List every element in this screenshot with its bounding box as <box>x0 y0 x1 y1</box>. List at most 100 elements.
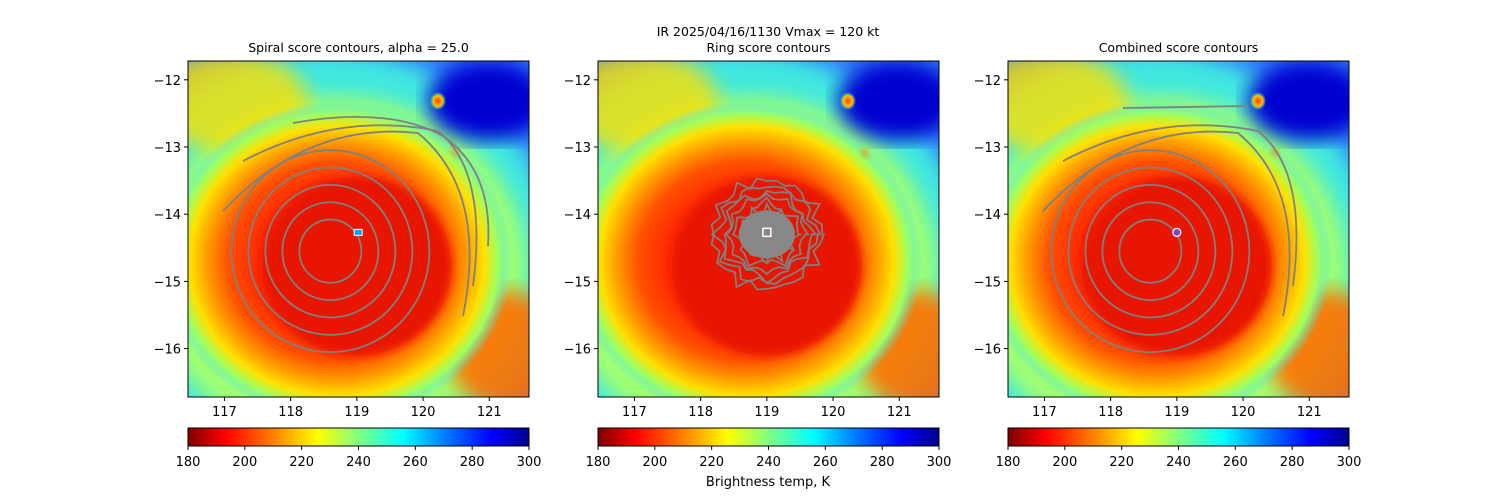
y-tick-label: −13 <box>564 141 591 156</box>
figure-title: IR 2025/04/16/1130 Vmax = 120 kt <box>657 24 880 39</box>
ir-image <box>1008 61 1349 397</box>
ir-image <box>598 61 939 397</box>
contour-ring <box>1084 183 1217 319</box>
center-marker-circle <box>1172 227 1182 237</box>
clear-sky <box>428 61 529 141</box>
y-tick-label: −12 <box>564 74 591 89</box>
colorbar <box>187 427 530 447</box>
x-tick-label: 121 <box>887 405 912 420</box>
y-tick-label: −12 <box>154 74 181 89</box>
colorbar-tick-label: 280 <box>1280 455 1305 470</box>
contour-arc <box>1062 124 1298 287</box>
contour-ring <box>1067 166 1234 336</box>
colorbar-tick-label: 180 <box>176 455 201 470</box>
contour-arc <box>1122 105 1249 109</box>
colorbar-tick-label: 220 <box>1109 455 1134 470</box>
colorbar-tick-label: 220 <box>289 455 314 470</box>
panel-title: Combined score contours <box>1099 40 1259 55</box>
x-tick-label: 120 <box>821 405 846 420</box>
x-tick-label: 120 <box>1231 405 1256 420</box>
clear-sky <box>838 61 939 141</box>
contour-ring <box>264 183 397 319</box>
panel-3: Combined score contours 117 118 119 120 121 −1… <box>974 40 1362 470</box>
ring-contour <box>710 177 826 291</box>
panel-title: Spiral score contours, alpha = 25.0 <box>248 40 469 55</box>
x-tick-label: 118 <box>278 405 303 420</box>
colorbar <box>597 427 940 447</box>
y-tick-label: −12 <box>974 74 1001 89</box>
contour-ring <box>247 166 414 336</box>
score-contours <box>222 115 490 354</box>
colorbar-tick-label: 240 <box>1166 455 1191 470</box>
colorbar-tick-label: 220 <box>699 455 724 470</box>
eyewall <box>671 176 862 357</box>
x-tick-label: 121 <box>1297 405 1322 420</box>
contour-ring <box>230 149 431 354</box>
x-tick-label: 119 <box>754 405 779 420</box>
x-tick-label: 117 <box>622 405 647 420</box>
colorbar-tick-label: 260 <box>1223 455 1248 470</box>
colorbar-tick-label: 280 <box>870 455 895 470</box>
colorbar-tick-label: 240 <box>346 455 371 470</box>
colorbar-tick-label: 280 <box>460 455 485 470</box>
y-tick-label: −14 <box>154 208 181 223</box>
contour-ring <box>1101 201 1200 302</box>
clear-sky <box>1248 61 1349 141</box>
convective-cell <box>840 92 856 110</box>
y-tick-label: −16 <box>564 343 591 358</box>
colorbar-tick-label: 300 <box>1337 455 1362 470</box>
x-tick-label: 118 <box>1098 405 1123 420</box>
contour-arc <box>242 124 478 287</box>
x-tick-label: 121 <box>477 405 502 420</box>
y-tick-label: −15 <box>154 275 181 290</box>
ring-contour <box>710 185 822 285</box>
x-tick-label: 117 <box>212 405 237 420</box>
panel-title: Ring score contours <box>706 40 830 55</box>
contour-arc <box>1042 130 1291 317</box>
plot-frame <box>597 60 940 398</box>
center-marker-square <box>762 227 772 238</box>
colorbar-tick-label: 200 <box>1052 455 1077 470</box>
x-tick-label: 119 <box>344 405 369 420</box>
x-tick-label: 119 <box>1164 405 1189 420</box>
colorbar-tick-label: 260 <box>403 455 428 470</box>
center-marker-cross <box>353 228 363 236</box>
y-tick-label: −16 <box>154 343 181 358</box>
x-tick-label: 118 <box>688 405 713 420</box>
contour-ring <box>298 218 363 284</box>
colorbar-tick-label: 180 <box>996 455 1021 470</box>
ring-contour <box>723 189 818 285</box>
panel-2: Ring score contours 117 118 119 120 121 −12 −13… <box>564 40 952 470</box>
y-tick-label: −15 <box>564 275 591 290</box>
contour-arc <box>292 115 490 247</box>
contour-ring <box>281 201 380 302</box>
contour-ring <box>1118 218 1183 284</box>
y-tick-label: −14 <box>974 208 1001 223</box>
plot-frame <box>1007 60 1350 398</box>
y-tick-label: −15 <box>974 275 1001 290</box>
x-tick-label: 117 <box>1032 405 1057 420</box>
colorbar-tick-label: 200 <box>642 455 667 470</box>
colorbar-label: Brightness temp, K <box>706 475 831 490</box>
x-tick-label: 120 <box>411 405 436 420</box>
colorbar-tick-label: 200 <box>232 455 257 470</box>
panel-1: Spiral score contours, alpha = 25.0 117 11… <box>154 40 542 470</box>
y-tick-label: −16 <box>974 343 1001 358</box>
convective-cell <box>430 92 446 110</box>
contour-arc <box>222 130 471 317</box>
colorbar-tick-label: 240 <box>756 455 781 470</box>
score-contours <box>1042 105 1298 354</box>
convective-cell <box>1250 92 1266 110</box>
y-tick-label: −14 <box>564 208 591 223</box>
colorbar-tick-label: 300 <box>517 455 542 470</box>
y-tick-label: −13 <box>154 141 181 156</box>
colorbar-tick-label: 300 <box>927 455 952 470</box>
colorbar-tick-label: 260 <box>813 455 838 470</box>
colorbar-tick-label: 180 <box>586 455 611 470</box>
score-contours <box>710 177 826 291</box>
ring-contour <box>725 192 810 276</box>
contour-ring <box>1050 149 1251 354</box>
plot-frame <box>187 60 530 398</box>
ring-core <box>738 210 795 259</box>
